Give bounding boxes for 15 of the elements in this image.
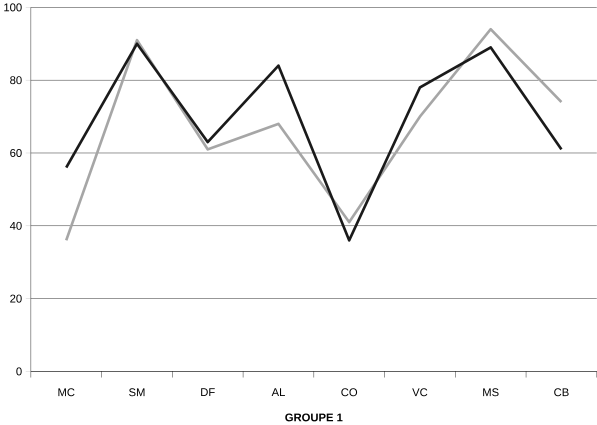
y-tick-label: 20: [10, 294, 22, 303]
x-tick-label: VC: [412, 388, 428, 396]
y-tick-label: 60: [10, 149, 22, 158]
x-tick-label: SM: [129, 388, 144, 396]
y-tick-label: 100: [4, 4, 22, 12]
x-tick-label: DF: [201, 388, 215, 396]
y-tick-label: 0: [16, 368, 22, 376]
y-tick-label: 40: [10, 222, 22, 230]
x-tick-label: CB: [554, 388, 569, 396]
x-tick-label: AL: [272, 388, 285, 396]
y-tick-label: 80: [10, 76, 22, 84]
x-tick-label: MC: [58, 388, 75, 396]
x-tick-label: MS: [483, 388, 499, 396]
x-axis-title: GROUPE 1: [285, 414, 343, 422]
x-tick-label: CO: [341, 388, 358, 396]
